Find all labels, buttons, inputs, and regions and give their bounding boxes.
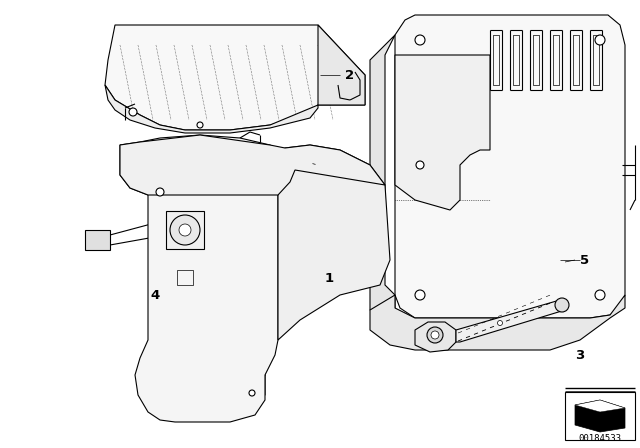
Polygon shape (456, 300, 565, 342)
Polygon shape (395, 15, 625, 318)
Polygon shape (105, 25, 365, 130)
Circle shape (197, 122, 203, 128)
Polygon shape (120, 135, 295, 422)
Polygon shape (105, 85, 318, 133)
Polygon shape (395, 55, 490, 210)
Text: 5: 5 (580, 254, 589, 267)
Circle shape (431, 331, 439, 339)
Polygon shape (575, 400, 625, 412)
Circle shape (427, 327, 443, 343)
Polygon shape (278, 145, 390, 340)
Polygon shape (370, 35, 395, 318)
Circle shape (415, 290, 425, 300)
Polygon shape (565, 392, 635, 440)
Polygon shape (85, 230, 110, 250)
Polygon shape (318, 25, 365, 105)
Polygon shape (575, 400, 625, 432)
Circle shape (129, 108, 137, 116)
Text: 4: 4 (150, 289, 159, 302)
Polygon shape (415, 322, 456, 352)
Circle shape (595, 290, 605, 300)
Circle shape (497, 320, 502, 326)
Circle shape (595, 35, 605, 45)
Circle shape (416, 161, 424, 169)
Circle shape (555, 298, 569, 312)
Text: 00184533: 00184533 (579, 434, 621, 443)
Circle shape (415, 35, 425, 45)
Circle shape (156, 188, 164, 196)
Polygon shape (370, 295, 625, 350)
Text: 1: 1 (325, 271, 334, 284)
Circle shape (170, 215, 200, 245)
Circle shape (249, 390, 255, 396)
Circle shape (179, 224, 191, 236)
Polygon shape (166, 211, 204, 249)
Text: 3: 3 (575, 349, 584, 362)
Text: 2: 2 (345, 69, 354, 82)
Polygon shape (120, 135, 385, 195)
